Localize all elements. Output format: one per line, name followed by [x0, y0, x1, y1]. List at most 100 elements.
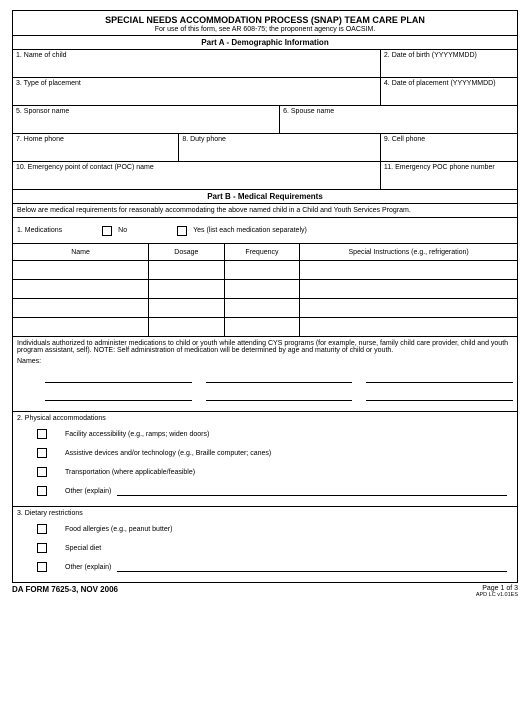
auth-text: Individuals authorized to administer med… [17, 340, 513, 354]
phys-opt-d: Other (explain) [37, 483, 513, 499]
physical-accommodations: 2. Physical accommodations Facility acce… [13, 412, 517, 507]
med-dosage-2[interactable] [149, 280, 225, 298]
form-number: DA FORM 7625-3, NOV 2006 [12, 585, 118, 598]
part-b-header: Part B - Medical Requirements [13, 190, 517, 204]
checkbox-phys-c[interactable] [37, 467, 47, 477]
phys-c-label: Transportation (where applicable/feasibl… [65, 469, 195, 476]
label-8: 8. Duty phone [182, 136, 377, 143]
med-special-3[interactable] [300, 299, 517, 317]
med-name-1[interactable] [13, 261, 149, 279]
row-3-4: 3. Type of placement 4. Date of placemen… [13, 78, 517, 106]
med-row-2 [13, 280, 517, 299]
label-9: 9. Cell phone [384, 136, 514, 143]
diet-other-line[interactable] [117, 563, 507, 572]
meds-no-label: No [118, 227, 127, 234]
label-10: 10. Emergency point of contact (POC) nam… [16, 164, 377, 171]
name-line-2[interactable] [206, 373, 353, 383]
form-outer-border: SPECIAL NEEDS ACCOMMODATION PROCESS (SNA… [12, 10, 518, 583]
diet-c-label: Other (explain) [65, 564, 111, 571]
med-name-4[interactable] [13, 318, 149, 336]
col-frequency: Frequency [225, 244, 301, 260]
auth-names-label: Names: [17, 358, 513, 365]
dietary-restrictions: 3. Dietary restrictions Food allergies (… [13, 507, 517, 582]
diet-a-label: Food allergies (e.g., peanut butter) [65, 526, 172, 533]
med-freq-2[interactable] [225, 280, 301, 298]
field-spouse-name[interactable]: 6. Spouse name [280, 106, 517, 134]
med-freq-4[interactable] [225, 318, 301, 336]
field-date-placement[interactable]: 4. Date of placement (YYYYMMDD) [381, 78, 517, 106]
checkbox-diet-b[interactable] [37, 543, 47, 553]
medications-label: 1. Medications [17, 227, 62, 234]
field-poc-phone[interactable]: 11. Emergency POC phone number [381, 162, 517, 190]
label-1: 1. Name of child [16, 52, 377, 59]
diet-b-label: Special diet [65, 545, 101, 552]
page: SPECIAL NEEDS ACCOMMODATION PROCESS (SNA… [0, 0, 530, 704]
checkbox-phys-d[interactable] [37, 486, 47, 496]
med-table-header: Name Dosage Frequency Special Instructio… [13, 244, 517, 261]
checkbox-phys-b[interactable] [37, 448, 47, 458]
label-3: 3. Type of placement [16, 80, 377, 87]
field-duty-phone[interactable]: 8. Duty phone [179, 134, 381, 162]
phys-b-label: Assistive devices and/or technology (e.g… [65, 450, 271, 457]
col-name: Name [13, 244, 149, 260]
diet-opt-b: Special diet [37, 540, 513, 556]
med-freq-1[interactable] [225, 261, 301, 279]
label-2: 2. Date of birth (YYYYMMDD) [384, 52, 514, 59]
name-line-1[interactable] [45, 373, 192, 383]
diet-opt-c: Other (explain) [37, 559, 513, 575]
phys-opt-b: Assistive devices and/or technology (e.g… [37, 445, 513, 461]
med-row-3 [13, 299, 517, 318]
field-home-phone[interactable]: 7. Home phone [13, 134, 179, 162]
checkbox-meds-yes[interactable] [177, 226, 187, 236]
med-dosage-3[interactable] [149, 299, 225, 317]
med-special-4[interactable] [300, 318, 517, 336]
medications-question: 1. Medications No Yes (list each medicat… [13, 218, 517, 244]
med-dosage-4[interactable] [149, 318, 225, 336]
checkbox-phys-a[interactable] [37, 429, 47, 439]
part-a-header: Part A - Demographic Information [13, 36, 517, 50]
auth-block: Individuals authorized to administer med… [13, 337, 517, 412]
title-block: SPECIAL NEEDS ACCOMMODATION PROCESS (SNA… [13, 11, 517, 36]
footer-right: Page 1 of 3 APD LC v1.01ES [476, 585, 518, 598]
name-line-6[interactable] [366, 391, 513, 401]
field-sponsor-name[interactable]: 5. Sponsor name [13, 106, 280, 134]
checkbox-diet-a[interactable] [37, 524, 47, 534]
med-dosage-1[interactable] [149, 261, 225, 279]
label-6: 6. Spouse name [283, 108, 514, 115]
label-5: 5. Sponsor name [16, 108, 276, 115]
row-1-2: 1. Name of child 2. Date of birth (YYYYM… [13, 50, 517, 78]
meds-yes-label: Yes (list each medication separately) [193, 227, 307, 234]
med-name-3[interactable] [13, 299, 149, 317]
footer: DA FORM 7625-3, NOV 2006 Page 1 of 3 APD… [12, 583, 518, 598]
field-name-of-child[interactable]: 1. Name of child [13, 50, 381, 78]
col-special: Special Instructions (e.g., refrigeratio… [300, 244, 517, 260]
label-7: 7. Home phone [16, 136, 175, 143]
name-line-4[interactable] [45, 391, 192, 401]
form-title: SPECIAL NEEDS ACCOMMODATION PROCESS (SNA… [17, 15, 513, 25]
page-number: Page 1 of 3 [476, 585, 518, 592]
diet-label: 3. Dietary restrictions [17, 510, 513, 517]
med-freq-3[interactable] [225, 299, 301, 317]
checkbox-meds-no[interactable] [102, 226, 112, 236]
names-lines-2 [45, 391, 513, 401]
phys-opt-a: Facility accessibility (e.g., ramps; wid… [37, 426, 513, 442]
phys-label: 2. Physical accommodations [17, 415, 513, 422]
med-special-1[interactable] [300, 261, 517, 279]
phys-other-line[interactable] [117, 487, 507, 496]
label-4: 4. Date of placement (YYYYMMDD) [384, 80, 514, 87]
checkbox-diet-c[interactable] [37, 562, 47, 572]
version-code: APD LC v1.01ES [476, 592, 518, 598]
names-lines-1 [45, 373, 513, 383]
med-name-2[interactable] [13, 280, 149, 298]
row-10-11: 10. Emergency point of contact (POC) nam… [13, 162, 517, 190]
name-line-3[interactable] [366, 373, 513, 383]
field-type-placement[interactable]: 3. Type of placement [13, 78, 381, 106]
phys-opt-c: Transportation (where applicable/feasibl… [37, 464, 513, 480]
phys-a-label: Facility accessibility (e.g., ramps; wid… [65, 431, 209, 438]
field-dob[interactable]: 2. Date of birth (YYYYMMDD) [381, 50, 517, 78]
field-cell-phone[interactable]: 9. Cell phone [381, 134, 517, 162]
field-poc-name[interactable]: 10. Emergency point of contact (POC) nam… [13, 162, 381, 190]
med-row-4 [13, 318, 517, 337]
name-line-5[interactable] [206, 391, 353, 401]
med-special-2[interactable] [300, 280, 517, 298]
